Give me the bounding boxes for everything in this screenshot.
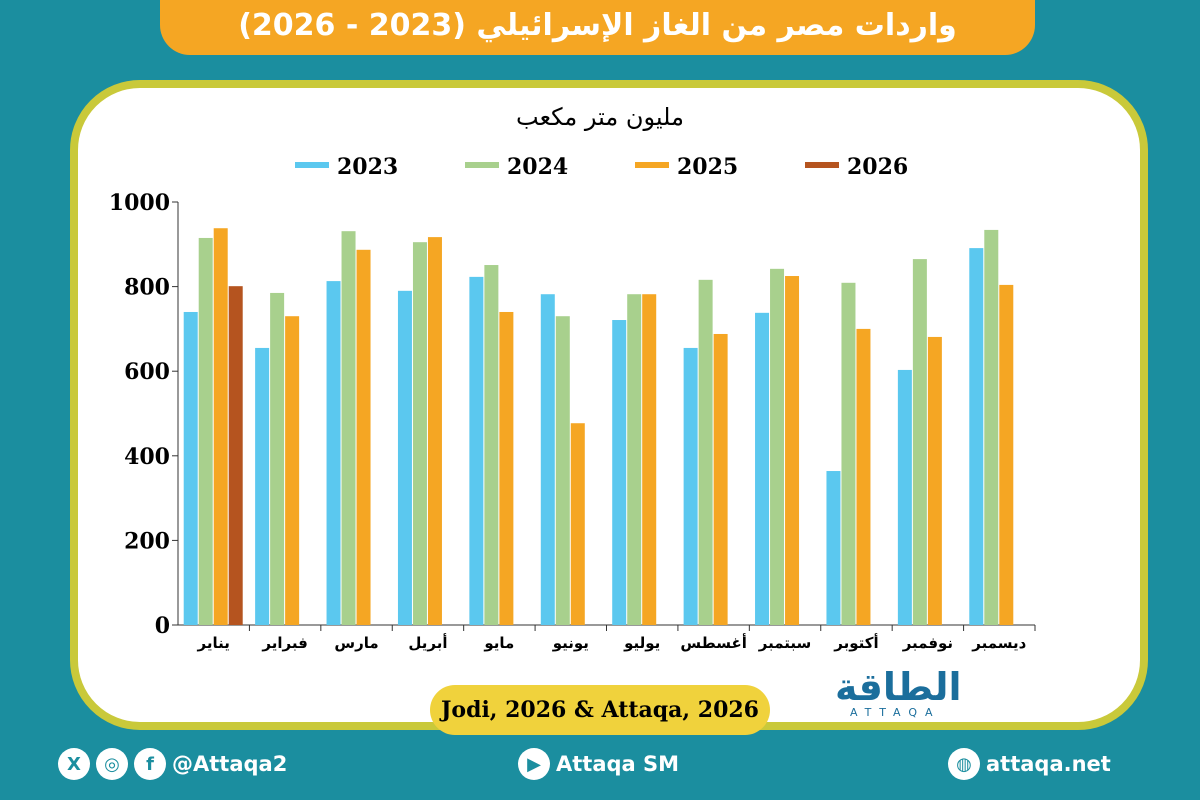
bar-2023 — [826, 471, 841, 625]
social-handle[interactable]: X ◎ f @Attaqa2 — [58, 748, 287, 780]
bar-2024 — [484, 265, 499, 625]
x-tick-label: نوفمبر — [902, 634, 953, 652]
legend-swatch-2026 — [805, 162, 839, 168]
legend-swatch-2025 — [635, 162, 669, 168]
x-tick-label: أغسطس — [680, 633, 746, 652]
x-tick-label: سبتمبر — [758, 634, 812, 652]
globe-icon[interactable]: ◍ — [948, 748, 980, 780]
bar-2024 — [198, 237, 213, 625]
bar-2023 — [397, 290, 412, 625]
bar-2024 — [984, 229, 999, 625]
bar-2024 — [698, 279, 713, 625]
attaqa-logo-sub: ATTAQA — [850, 706, 941, 719]
x-tick-label: ديسمبر — [971, 634, 1026, 652]
bar-2023 — [540, 294, 555, 625]
website-link[interactable]: ◍ attaqa.net — [948, 748, 1111, 780]
bar-2024 — [270, 292, 285, 625]
y-tick-label: 0 — [155, 613, 170, 639]
facebook-icon[interactable]: f — [134, 748, 166, 780]
bar-2024 — [555, 316, 570, 625]
legend-swatch-2023 — [295, 162, 329, 168]
bar-2025 — [570, 423, 585, 625]
legend-label-2025: 2025 — [677, 154, 738, 180]
bar-2025 — [999, 284, 1014, 625]
bar-2025 — [713, 333, 728, 625]
y-tick-label: 400 — [124, 444, 170, 470]
y-tick-label: 1000 — [109, 190, 170, 216]
youtube-link[interactable]: ▶ Attaqa SM — [518, 748, 679, 780]
youtube-icon[interactable]: ▶ — [518, 748, 550, 780]
x-tick-label: فبراير — [261, 634, 307, 652]
bar-2024 — [770, 268, 785, 625]
x-tick-label: يوليو — [623, 634, 660, 652]
bar-2025 — [927, 336, 942, 625]
bar-2024 — [627, 294, 642, 625]
x-tick-label: يناير — [197, 634, 230, 652]
x-tick-label: يونيو — [552, 634, 589, 652]
legend-label-2026: 2026 — [847, 154, 908, 180]
bar-2023 — [897, 369, 912, 625]
x-tick-label: مايو — [483, 634, 514, 652]
bar-2025 — [856, 328, 871, 625]
x-tick-label: مارس — [334, 634, 378, 652]
bar-2025 — [499, 311, 514, 625]
legend-label-2023: 2023 — [337, 154, 398, 180]
y-tick-label: 200 — [124, 528, 170, 554]
bar-2023 — [255, 347, 270, 625]
bar-2023 — [755, 312, 770, 625]
bar-2024 — [412, 242, 427, 625]
youtube-text: Attaqa SM — [556, 752, 680, 776]
bar-2025 — [785, 276, 800, 625]
bar-2023 — [326, 281, 341, 625]
attaqa-logo: الطاقة — [835, 665, 962, 709]
y-axis-unit-label: مليون متر مكعب — [516, 103, 684, 131]
bar-2025 — [642, 294, 657, 625]
bar-2023 — [969, 248, 984, 625]
bar-2023 — [683, 347, 698, 625]
bar-2024 — [912, 259, 927, 625]
x-tick-label: أبريل — [408, 633, 447, 652]
bar-2024 — [341, 231, 356, 625]
bar-2024 — [841, 282, 856, 625]
bar-2025 — [356, 249, 371, 625]
social-handle-text: @Attaqa2 — [172, 752, 288, 776]
x-icon[interactable]: X — [58, 748, 90, 780]
y-tick-label: 800 — [124, 275, 170, 301]
y-tick-label: 600 — [124, 359, 170, 385]
bar-2025 — [427, 237, 442, 625]
bar-2023 — [612, 320, 627, 625]
instagram-icon[interactable]: ◎ — [96, 748, 128, 780]
bar-2023 — [183, 311, 198, 625]
bar-2026 — [228, 286, 243, 625]
legend-label-2024: 2024 — [507, 154, 568, 180]
website-text: attaqa.net — [986, 752, 1111, 776]
chart-card — [70, 80, 1148, 730]
chart-title: واردات مصر من الغاز الإسرائيلي (2023 - 2… — [160, 0, 1035, 55]
bar-2025 — [285, 316, 300, 625]
legend-swatch-2024 — [465, 162, 499, 168]
bar-2023 — [469, 276, 484, 625]
bar-2025 — [213, 228, 228, 625]
source-label: Jodi, 2026 & Attaqa, 2026 — [430, 685, 770, 735]
x-tick-label: أكتوبر — [833, 633, 878, 652]
